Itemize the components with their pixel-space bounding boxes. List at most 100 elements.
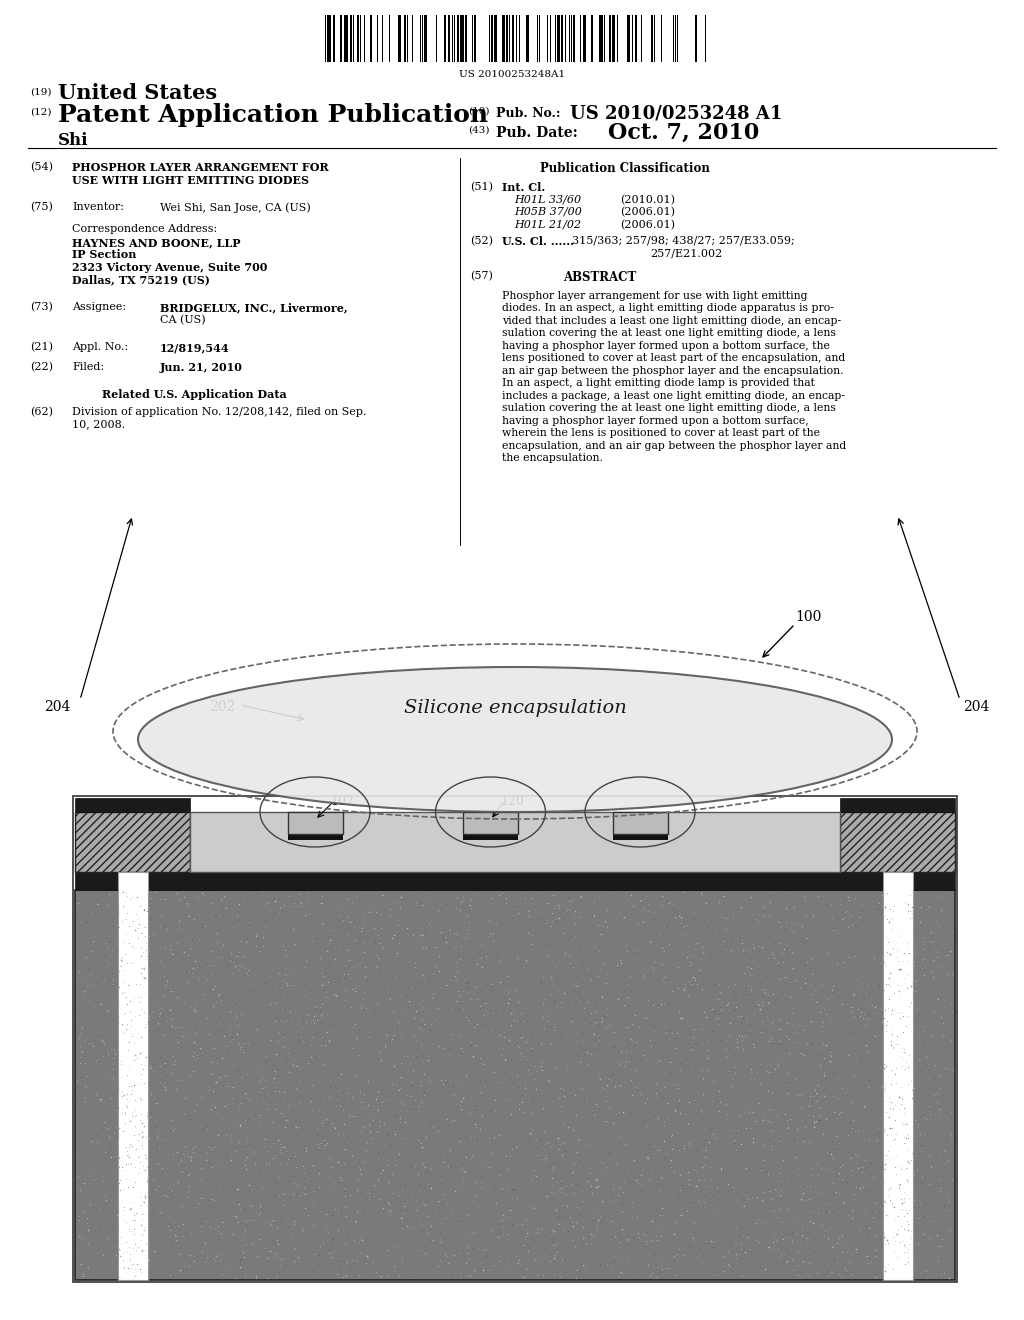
Bar bbox=[288, 812, 342, 834]
Bar bbox=[118, 873, 147, 1280]
Text: Filed:: Filed: bbox=[72, 362, 104, 372]
Text: 100: 100 bbox=[795, 610, 821, 624]
Bar bbox=[609, 15, 611, 62]
Text: Oct. 7, 2010: Oct. 7, 2010 bbox=[608, 121, 759, 144]
Bar bbox=[840, 799, 955, 812]
Text: Pub. No.:: Pub. No.: bbox=[496, 107, 560, 120]
Text: PHOSPHOR LAYER ARRANGEMENT FOR: PHOSPHOR LAYER ARRANGEMENT FOR bbox=[72, 162, 329, 173]
Bar bbox=[583, 15, 586, 62]
Text: 10, 2008.: 10, 2008. bbox=[72, 420, 125, 429]
Text: CA (US): CA (US) bbox=[160, 314, 206, 325]
Bar bbox=[460, 15, 464, 62]
Text: diodes. In an aspect, a light emitting diode apparatus is pro-: diodes. In an aspect, a light emitting d… bbox=[502, 304, 834, 313]
Text: United States: United States bbox=[58, 83, 217, 103]
Text: encapsulation, and an air gap between the phosphor layer and: encapsulation, and an air gap between th… bbox=[502, 441, 846, 450]
Text: Int. Cl.: Int. Cl. bbox=[502, 182, 545, 193]
Text: Inventor:: Inventor: bbox=[72, 202, 124, 213]
Text: vided that includes a least one light emitting diode, an encap-: vided that includes a least one light em… bbox=[502, 315, 841, 326]
Bar bbox=[695, 15, 697, 62]
Text: Shi: Shi bbox=[58, 132, 88, 149]
Text: sulation covering the at least one light emitting diode, a lens: sulation covering the at least one light… bbox=[502, 403, 836, 413]
Text: IP Section: IP Section bbox=[72, 249, 136, 260]
Bar bbox=[398, 15, 401, 62]
Text: H05B 37/00: H05B 37/00 bbox=[514, 207, 582, 216]
Text: sulation covering the at least one light emitting diode, a lens: sulation covering the at least one light… bbox=[502, 329, 836, 338]
Bar bbox=[333, 15, 335, 62]
Text: includes a package, a least one light emitting diode, an encap-: includes a package, a least one light em… bbox=[502, 391, 845, 401]
Text: 204: 204 bbox=[963, 700, 989, 714]
Text: (54): (54) bbox=[30, 162, 53, 173]
Text: (10): (10) bbox=[468, 107, 489, 116]
Bar bbox=[350, 15, 352, 62]
Bar bbox=[627, 15, 630, 62]
Bar bbox=[526, 15, 529, 62]
Text: Pub. Date:: Pub. Date: bbox=[496, 125, 578, 140]
Text: Appl. No.:: Appl. No.: bbox=[72, 342, 128, 352]
Text: (22): (22) bbox=[30, 362, 53, 372]
Text: (2010.01): (2010.01) bbox=[620, 194, 675, 205]
Text: Dallas, TX 75219 (US): Dallas, TX 75219 (US) bbox=[72, 275, 210, 285]
Text: Wei Shi, San Jose, CA (US): Wei Shi, San Jose, CA (US) bbox=[160, 202, 310, 213]
Text: ABSTRACT: ABSTRACT bbox=[563, 271, 637, 284]
Text: Phosphor layer arrangement for use with light emitting: Phosphor layer arrangement for use with … bbox=[502, 290, 808, 301]
Text: 120: 120 bbox=[500, 795, 524, 808]
Text: (52): (52) bbox=[470, 236, 493, 246]
Bar bbox=[612, 15, 615, 62]
Bar bbox=[840, 812, 955, 873]
Bar bbox=[327, 15, 331, 62]
Bar bbox=[340, 15, 342, 62]
Bar bbox=[512, 15, 514, 62]
Bar bbox=[404, 15, 406, 62]
Text: Silicone encapsulation: Silicone encapsulation bbox=[403, 698, 627, 717]
Bar bbox=[494, 15, 497, 62]
Text: (19): (19) bbox=[30, 88, 51, 96]
Text: (2006.01): (2006.01) bbox=[620, 219, 675, 230]
Text: (73): (73) bbox=[30, 302, 53, 313]
Bar bbox=[490, 15, 493, 62]
Bar bbox=[75, 873, 955, 890]
Text: wherein the lens is positioned to cover at least part of the: wherein the lens is positioned to cover … bbox=[502, 428, 820, 438]
Text: (12): (12) bbox=[30, 108, 51, 117]
Text: Division of application No. 12/208,142, filed on Sep.: Division of application No. 12/208,142, … bbox=[72, 407, 367, 417]
Bar bbox=[449, 15, 450, 62]
Bar bbox=[463, 834, 518, 840]
Text: lens positioned to cover at least part of the encapsulation, and: lens positioned to cover at least part o… bbox=[502, 354, 845, 363]
Text: Patent Application Publication: Patent Application Publication bbox=[58, 103, 488, 127]
Text: (57): (57) bbox=[470, 271, 493, 281]
Bar bbox=[424, 15, 427, 62]
Bar bbox=[612, 812, 668, 834]
Text: 102: 102 bbox=[330, 795, 354, 808]
Bar bbox=[73, 796, 957, 1282]
Text: 204: 204 bbox=[44, 700, 70, 714]
Text: (43): (43) bbox=[468, 125, 489, 135]
Bar bbox=[883, 873, 912, 1280]
Bar bbox=[370, 15, 372, 62]
Bar bbox=[444, 15, 446, 62]
Text: 202: 202 bbox=[209, 700, 234, 714]
Text: (51): (51) bbox=[470, 182, 493, 193]
Text: an air gap between the phosphor layer and the encapsulation.: an air gap between the phosphor layer an… bbox=[502, 366, 844, 376]
Text: having a phosphor layer formed upon a bottom surface, the: having a phosphor layer formed upon a bo… bbox=[502, 341, 829, 351]
Text: USE WITH LIGHT EMITTING DIODES: USE WITH LIGHT EMITTING DIODES bbox=[72, 174, 309, 186]
Bar bbox=[344, 15, 348, 62]
Text: Assignee:: Assignee: bbox=[72, 302, 126, 312]
Text: (75): (75) bbox=[30, 202, 53, 213]
Bar bbox=[573, 15, 575, 62]
Text: the encapsulation.: the encapsulation. bbox=[502, 453, 603, 463]
Text: BRIDGELUX, INC., Livermore,: BRIDGELUX, INC., Livermore, bbox=[160, 302, 348, 313]
Bar bbox=[557, 15, 560, 62]
Ellipse shape bbox=[138, 667, 892, 812]
Text: 12/819,544: 12/819,544 bbox=[160, 342, 229, 352]
Bar bbox=[75, 812, 190, 873]
Text: 2323 Victory Avenue, Suite 700: 2323 Victory Avenue, Suite 700 bbox=[72, 261, 267, 273]
Bar bbox=[651, 15, 653, 62]
Text: Publication Classification: Publication Classification bbox=[540, 162, 710, 176]
Bar bbox=[502, 15, 505, 62]
Bar bbox=[75, 799, 190, 812]
Bar bbox=[599, 15, 603, 62]
Text: US 20100253248A1: US 20100253248A1 bbox=[459, 70, 565, 79]
Bar bbox=[506, 15, 508, 62]
Text: Related U.S. Application Data: Related U.S. Application Data bbox=[102, 389, 287, 400]
Bar bbox=[75, 890, 955, 1280]
Bar bbox=[474, 15, 476, 62]
